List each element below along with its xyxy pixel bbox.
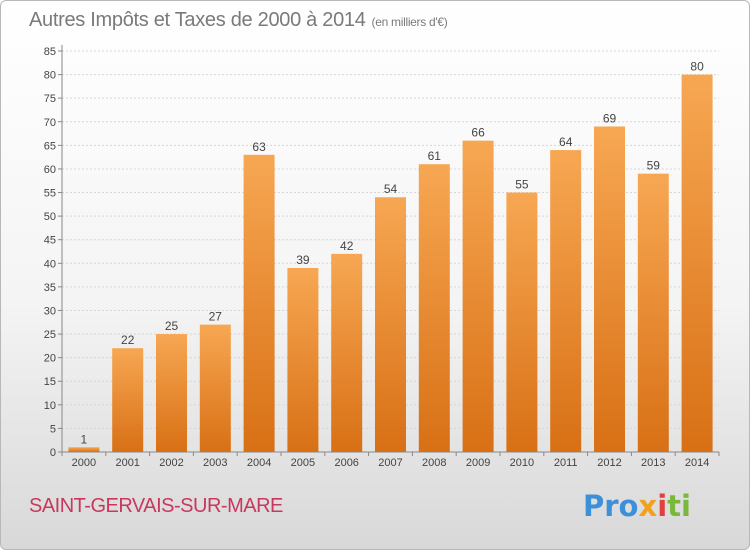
bar-2009	[462, 140, 494, 452]
data-label-2000: 1	[81, 432, 88, 446]
x-tick-label-2005: 2005	[291, 457, 315, 469]
x-tick-label-2001: 2001	[115, 457, 139, 469]
bar-2011	[550, 150, 582, 452]
bar-2014	[681, 74, 713, 453]
x-tick-label-2002: 2002	[159, 457, 183, 469]
bar-2000	[68, 447, 100, 452]
x-tick-label-2010: 2010	[510, 457, 534, 469]
data-labels: 1 22 25 27 63 39 42 54 61 66 55 64 69 59 80	[81, 60, 705, 447]
y-tick-label: 15	[44, 376, 56, 388]
y-tick-label: 70	[44, 117, 56, 129]
bars	[68, 74, 713, 453]
bar-2013	[637, 173, 669, 453]
data-label-2011: 64	[559, 135, 573, 149]
bar-2001	[112, 348, 144, 452]
data-label-2003: 27	[209, 310, 223, 324]
x-tick-label-2000: 2000	[72, 457, 96, 469]
y-tick-label: 45	[44, 235, 56, 247]
y-tick-label: 55	[44, 188, 56, 200]
bar-2006	[331, 253, 363, 452]
x-tick-label-2007: 2007	[378, 457, 402, 469]
logo-part-4: ti	[667, 489, 691, 523]
logo-part-3: i	[657, 489, 668, 523]
commune-name: SAINT-GERVAIS-SUR-MARE	[29, 495, 283, 517]
x-axis-ticks: 2000 2001 2002 2003 2004 2005 2006 2007 2008 2009…	[61, 452, 720, 469]
data-label-2005: 39	[296, 253, 310, 267]
y-tick-label: 10	[44, 400, 56, 412]
y-axis-ticks: 0 5 10 15 20 25 30 35 40 45 50 55 60 65 70 75 80 85	[44, 46, 62, 459]
y-tick-label: 5	[50, 423, 56, 435]
x-tick-label-2011: 2011	[554, 457, 578, 469]
x-tick-label-2008: 2008	[422, 457, 446, 469]
data-label-2008: 61	[428, 149, 442, 163]
y-tick-label: 20	[44, 353, 56, 365]
y-tick-label: 60	[44, 164, 56, 176]
data-label-2012: 69	[603, 111, 617, 125]
y-tick-label: 85	[44, 46, 56, 58]
data-label-2004: 63	[252, 140, 266, 154]
bar-2010	[506, 192, 538, 452]
y-tick-label: 35	[44, 282, 56, 294]
bar-2005	[287, 268, 319, 452]
title-text: Autres Impôts et Taxes de 2000 à 2014	[29, 9, 366, 31]
chart-subtitle: (en milliers d'€)	[371, 15, 448, 29]
y-tick-label: 75	[44, 93, 56, 105]
bar-2002	[156, 334, 187, 452]
bar-2004	[243, 154, 275, 452]
y-tick-label: 80	[44, 70, 56, 82]
chart-title: Autres Impôts et Taxes de 2000 à 2014 (en…	[29, 9, 448, 32]
x-tick-label-2003: 2003	[203, 457, 227, 469]
data-label-2001: 22	[121, 333, 135, 347]
y-tick-label: 0	[50, 447, 56, 459]
y-tick-label: 65	[44, 140, 56, 152]
data-label-2009: 66	[471, 126, 485, 140]
y-tick-label: 30	[44, 305, 56, 317]
y-tick-label: 50	[44, 211, 56, 223]
x-tick-label-2012: 2012	[597, 457, 621, 469]
bar-2008	[418, 164, 450, 453]
data-label-2007: 54	[384, 182, 398, 196]
logo-part-1: Pro	[583, 489, 639, 523]
x-tick-label-2006: 2006	[334, 457, 358, 469]
y-tick-label: 40	[44, 258, 56, 270]
x-tick-label-2013: 2013	[641, 457, 665, 469]
data-label-2006: 42	[340, 239, 354, 253]
x-tick-label-2004: 2004	[247, 457, 271, 469]
data-label-2013: 59	[647, 159, 661, 173]
y-tick-label: 25	[44, 329, 56, 341]
bar-2003	[199, 324, 231, 452]
data-label-2014: 80	[690, 60, 704, 74]
proxiti-logo[interactable]: Proxiti	[583, 489, 691, 523]
x-tick-label-2009: 2009	[466, 457, 490, 469]
x-tick-label-2014: 2014	[685, 457, 709, 469]
bar-2007	[375, 197, 406, 452]
bar-2012	[594, 126, 625, 452]
data-label-2010: 55	[515, 178, 529, 192]
data-label-2002: 25	[165, 319, 179, 333]
logo-part-2: x	[638, 489, 658, 523]
